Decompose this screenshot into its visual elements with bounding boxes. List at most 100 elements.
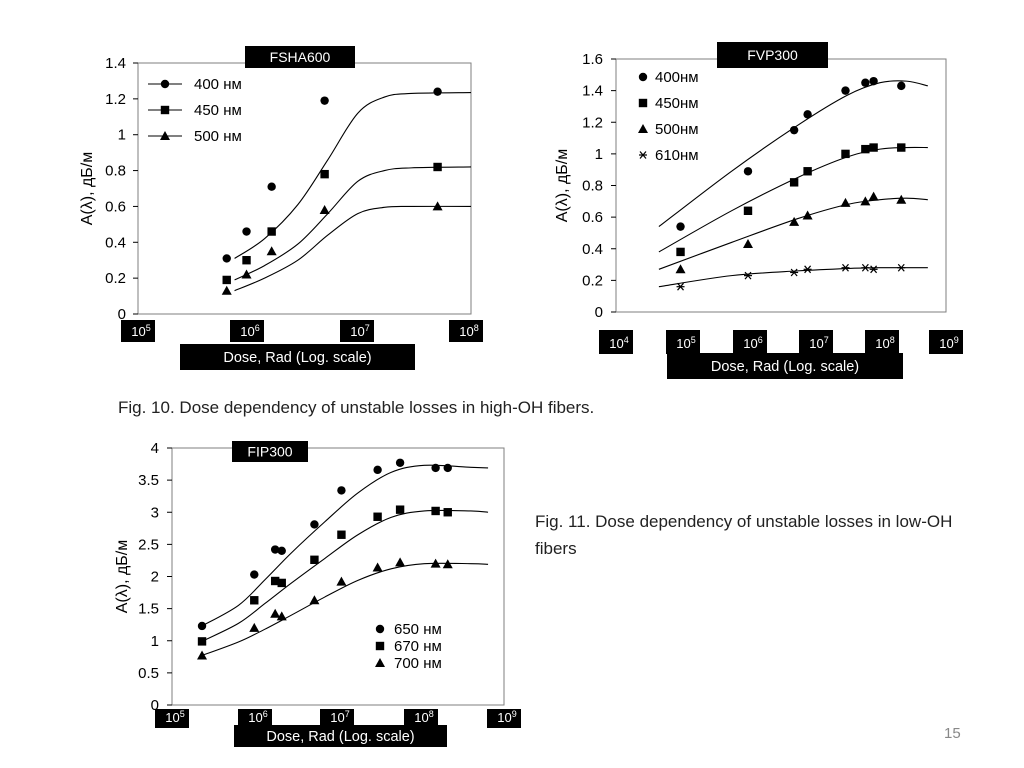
legend-entry: 500нм bbox=[655, 121, 699, 138]
y-axis-label: A(λ), дБ/м bbox=[554, 149, 571, 223]
svg-text:106: 106 bbox=[240, 323, 259, 339]
data-point-series-3 bbox=[432, 201, 443, 211]
data-point-series-1 bbox=[242, 227, 251, 236]
data-point-series-2 bbox=[310, 555, 319, 564]
y-tick-label: 1.5 bbox=[138, 601, 159, 618]
data-point-series-4 bbox=[676, 282, 685, 291]
y-tick-label: 3 bbox=[151, 504, 159, 521]
legend-marker bbox=[160, 79, 170, 89]
svg-text:105: 105 bbox=[131, 323, 150, 339]
legend-marker bbox=[638, 124, 648, 133]
data-point-series-1 bbox=[222, 254, 231, 263]
y-tick-label: 2.5 bbox=[138, 536, 159, 553]
chart-title: FIP300 bbox=[232, 441, 308, 462]
y-tick-label: 0.5 bbox=[138, 665, 159, 682]
data-point-series-3 bbox=[430, 558, 441, 568]
y-tick-label: 1 bbox=[595, 146, 603, 163]
figure-10-caption: Fig. 10. Dose dependency of unstable los… bbox=[118, 398, 595, 417]
y-tick-label: 0.6 bbox=[582, 209, 603, 226]
x-tick-label: 109 bbox=[487, 709, 521, 728]
y-tick-label: 1.2 bbox=[582, 114, 603, 131]
y-tick-label: 0 bbox=[595, 304, 603, 321]
svg-text:105: 105 bbox=[676, 335, 695, 351]
data-point-series-3 bbox=[276, 611, 287, 621]
x-tick-label: 109 bbox=[929, 330, 963, 354]
svg-text:108: 108 bbox=[459, 323, 478, 339]
data-point-series-2 bbox=[197, 637, 207, 646]
legend-marker bbox=[639, 151, 647, 159]
chart-title: FSHA600 bbox=[245, 46, 355, 68]
data-point-series-2 bbox=[433, 162, 442, 172]
legend-entry: 700 нм bbox=[394, 655, 442, 672]
svg-text:106: 106 bbox=[248, 709, 267, 725]
y-tick-label: 0.4 bbox=[105, 234, 126, 251]
data-point-series-2 bbox=[897, 143, 906, 152]
svg-text:Dose, Rad (Log. scale): Dose, Rad (Log. scale) bbox=[711, 359, 859, 375]
y-tick-label: 1.6 bbox=[582, 51, 603, 68]
data-point-series-3 bbox=[221, 285, 232, 295]
data-point-series-2 bbox=[337, 530, 346, 539]
x-tick-label: 105 bbox=[121, 320, 155, 342]
data-point-series-3 bbox=[395, 557, 406, 567]
svg-text:104: 104 bbox=[609, 335, 628, 351]
legend-entry: 610нм bbox=[655, 147, 699, 164]
data-point-series-3 bbox=[249, 622, 260, 632]
svg-text:108: 108 bbox=[875, 335, 894, 351]
x-tick-label: 107 bbox=[799, 330, 833, 354]
y-tick-label: 0.2 bbox=[582, 272, 603, 289]
x-tick-label: 104 bbox=[599, 330, 633, 354]
data-point-series-3 bbox=[241, 269, 252, 279]
data-point-series-3 bbox=[266, 246, 277, 256]
page-number: 15 bbox=[944, 725, 961, 742]
data-point-series-1 bbox=[310, 520, 319, 529]
data-point-series-2 bbox=[242, 256, 251, 265]
data-point-series-3 bbox=[309, 595, 320, 605]
y-tick-label: 0 bbox=[118, 306, 126, 323]
fit-curve-3 bbox=[234, 205, 472, 292]
data-point-series-4 bbox=[744, 271, 752, 280]
svg-text:Dose, Rad (Log. scale): Dose, Rad (Log. scale) bbox=[266, 729, 414, 745]
data-point-series-3 bbox=[319, 205, 330, 215]
data-point-series-1 bbox=[395, 458, 405, 467]
y-tick-label: 2 bbox=[151, 569, 159, 586]
data-point-series-2 bbox=[395, 505, 405, 514]
data-point-series-3 bbox=[840, 197, 851, 207]
y-axis-label: A(λ), дБ/м bbox=[114, 540, 131, 614]
legend-entry: 500 нм bbox=[194, 128, 242, 145]
legend: 400 нм 450 нм 500 нм bbox=[148, 76, 242, 145]
legend-marker bbox=[160, 105, 170, 115]
x-axis-label: Dose, Rad (Log. scale) bbox=[667, 353, 903, 379]
data-point-series-2 bbox=[443, 508, 452, 517]
data-point-series-2 bbox=[320, 169, 329, 179]
data-point-series-2 bbox=[222, 275, 231, 285]
y-tick-label: 0.4 bbox=[582, 241, 603, 258]
data-point-series-1 bbox=[277, 546, 286, 555]
data-point-series-2 bbox=[277, 578, 286, 588]
y-tick-label: 1 bbox=[151, 633, 159, 650]
y-tick-label: 1.2 bbox=[105, 91, 126, 108]
data-point-series-4 bbox=[897, 263, 906, 272]
y-tick-label: 1.4 bbox=[582, 83, 603, 100]
y-tick-label: 0.2 bbox=[105, 270, 126, 287]
legend-marker bbox=[160, 131, 170, 140]
data-point-series-3 bbox=[743, 239, 753, 249]
data-point-series-2 bbox=[789, 178, 799, 187]
x-tick-label: 105 bbox=[155, 709, 189, 728]
y-tick-label: 1 bbox=[118, 127, 126, 144]
legend-entry: 400нм bbox=[655, 69, 699, 86]
plot-area bbox=[171, 447, 505, 706]
y-tick-label: 0 bbox=[151, 697, 159, 714]
data-point-series-1 bbox=[250, 570, 259, 579]
data-point-series-1 bbox=[803, 110, 812, 119]
y-tick-label: 0.8 bbox=[105, 163, 126, 180]
y-tick-label: 0.8 bbox=[582, 178, 603, 195]
data-point-series-2 bbox=[270, 576, 280, 586]
x-tick-label: 108 bbox=[404, 709, 438, 728]
x-tick-label: 107 bbox=[340, 320, 374, 342]
x-tick-label: 108 bbox=[865, 330, 899, 354]
data-point-series-1 bbox=[197, 621, 207, 631]
